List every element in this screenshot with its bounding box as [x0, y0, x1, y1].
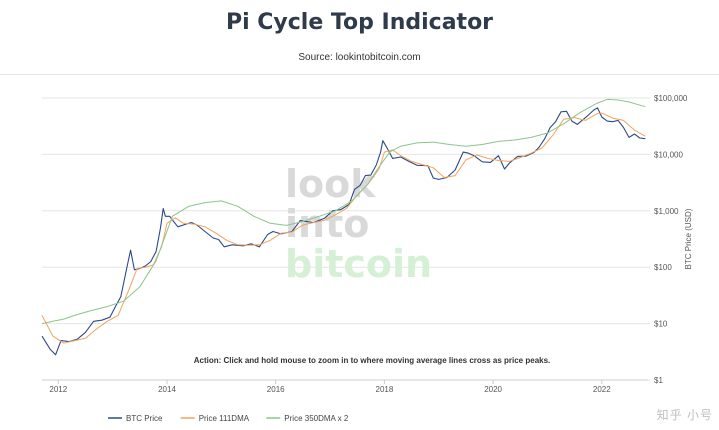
series-line-price-350dma-x-2	[41, 98, 646, 325]
legend-label: Price 111DMA	[199, 414, 250, 423]
y-tick-label: $100	[654, 263, 672, 272]
x-tick-label: 2016	[267, 385, 285, 394]
series-line-btc-price	[41, 107, 646, 356]
corner-watermark: 知乎 小号	[656, 408, 713, 422]
series-line-price-111dma	[41, 112, 646, 344]
chart-subtitle: Source: lookintobitcoin.com	[298, 52, 421, 63]
y-tick-label: $100,000	[654, 94, 688, 103]
chart-frame	[0, 74, 719, 430]
legend-label: BTC Price	[126, 414, 163, 423]
x-tick-label: 2018	[376, 385, 394, 394]
watermark-word: bitcoin	[285, 242, 432, 286]
y-tick-label: $1	[654, 376, 663, 385]
y-tick-label: $10,000	[654, 150, 683, 159]
watermark-word: into	[285, 202, 369, 246]
x-tick-label: 2014	[158, 385, 176, 394]
watermark-word: look	[285, 162, 376, 206]
x-tick-label: 2020	[484, 385, 502, 394]
x-tick-label: 2012	[49, 385, 67, 394]
y-tick-label: $1,000	[654, 207, 679, 216]
legend-label: Price 350DMA x 2	[284, 414, 349, 423]
y-tick-label: $10	[654, 320, 668, 329]
chart-title: Pi Cycle Top Indicator	[225, 10, 494, 35]
y-axis-label: BTC Price (USD)	[684, 208, 693, 269]
chart-annotation: Action: Click and hold mouse to zoom in …	[194, 356, 551, 365]
x-tick-label: 2022	[593, 385, 611, 394]
